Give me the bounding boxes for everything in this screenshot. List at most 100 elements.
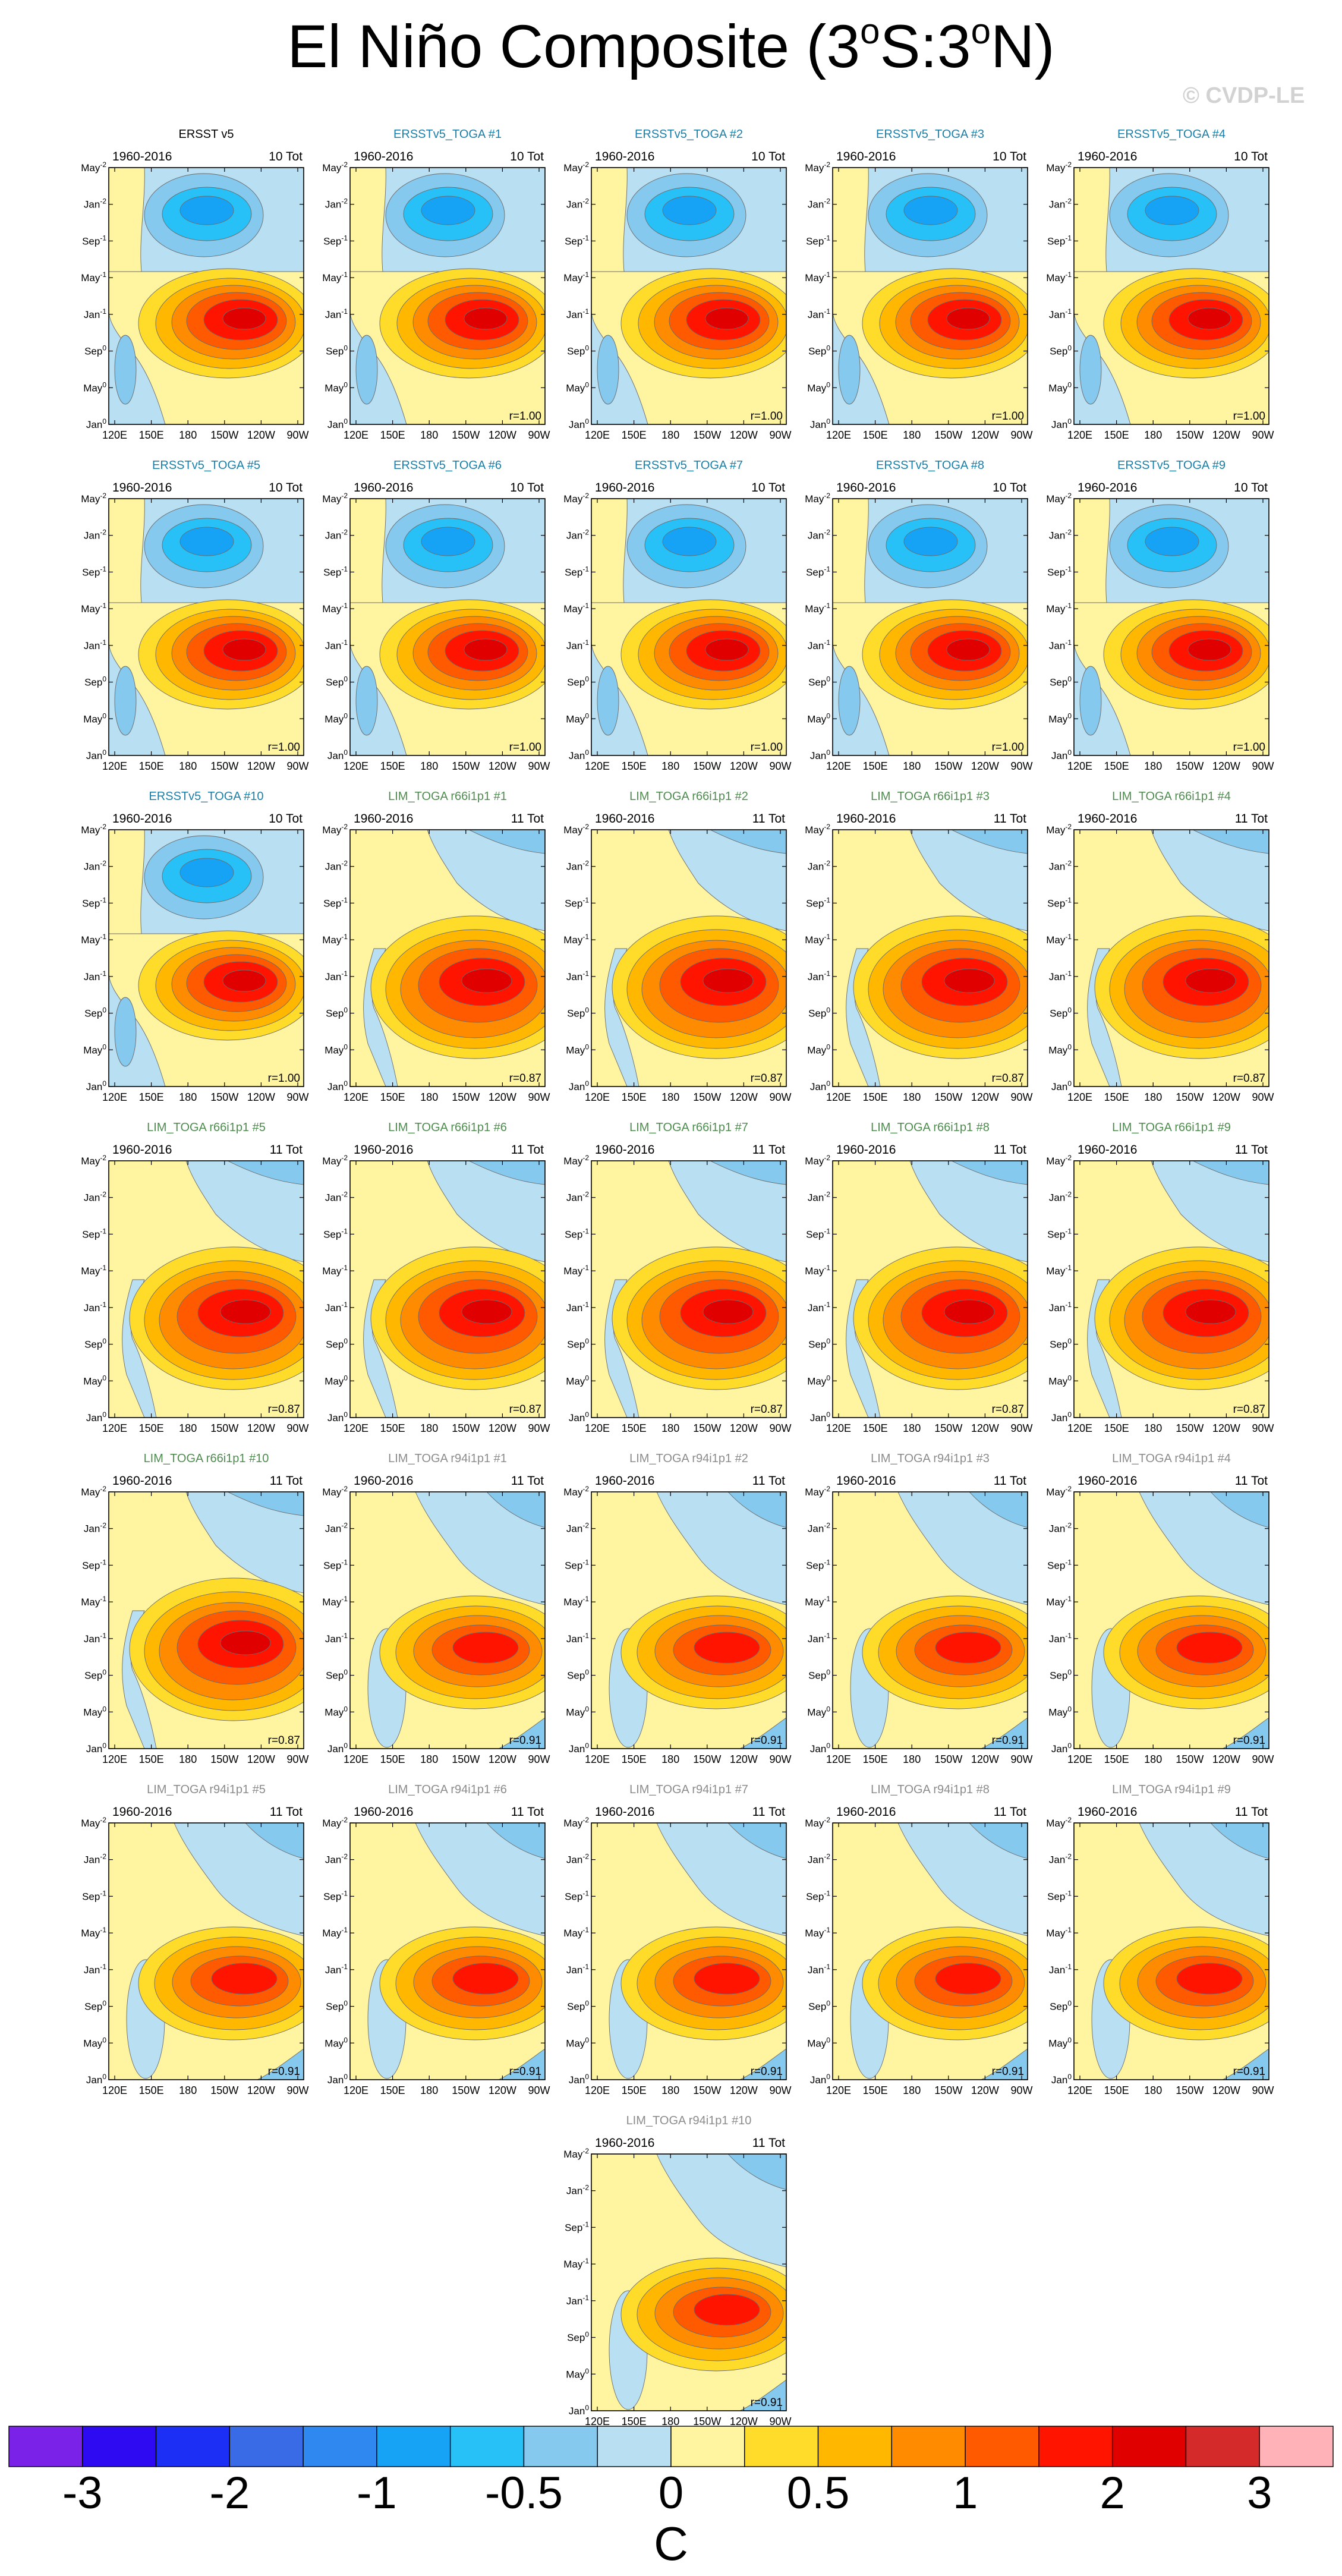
y-tick-label: Sep-1 xyxy=(82,1227,106,1240)
x-tick-label: 150W xyxy=(210,1753,238,1765)
y-tick-label: May0 xyxy=(566,1043,589,1056)
y-tick-label: Jan0 xyxy=(810,1079,830,1092)
x-tick-label: 150E xyxy=(622,760,647,772)
x-tick-label: 150E xyxy=(863,1753,888,1765)
field-contour xyxy=(222,969,266,992)
panel-period: 1960-2016 xyxy=(354,1143,413,1157)
y-tick-label: Jan-1 xyxy=(84,1300,106,1314)
y-tick-label: Jan-2 xyxy=(1049,1522,1072,1535)
x-tick-label: 150E xyxy=(139,1091,164,1103)
y-tick-label: Jan0 xyxy=(569,1410,589,1424)
panel-total: 10 Tot xyxy=(510,481,544,495)
panel-period: 1960-2016 xyxy=(595,1805,654,1819)
y-tick-label: Jan0 xyxy=(1051,2073,1072,2086)
field-contour xyxy=(946,307,990,330)
panel-frame xyxy=(108,498,304,756)
field-contour xyxy=(1187,638,1231,661)
y-tick-label: Sep-1 xyxy=(1047,1227,1072,1240)
y-tick-label: Jan-2 xyxy=(1049,528,1072,541)
x-tick-label: 90W xyxy=(769,1753,791,1765)
x-tick-label: 150W xyxy=(1176,1422,1204,1434)
panel-frame xyxy=(349,167,546,425)
y-tick-label: Jan-2 xyxy=(566,1853,589,1866)
y-tick-label: May0 xyxy=(83,1705,106,1718)
y-tick-label: May-1 xyxy=(322,1264,348,1277)
panel-24: Jan0 May0 Sep0 Jan-1 May-1 Sep-1 Jan-2 May-2 120… xyxy=(805,1452,1032,1765)
y-tick-label: Jan0 xyxy=(569,2073,589,2086)
x-tick-label: 120E xyxy=(826,1422,851,1434)
x-tick-label: 90W xyxy=(286,1091,308,1103)
x-tick-label: 180 xyxy=(1144,760,1162,772)
y-tick-label: Jan-2 xyxy=(808,1522,830,1535)
x-tick-label: 150W xyxy=(934,1422,962,1434)
panel-frame xyxy=(591,1491,787,1749)
x-tick-label: 120W xyxy=(730,760,758,772)
panel-4: Jan0 May0 Sep0 Jan-1 May-1 Sep-1 Jan-2 May-2 120… xyxy=(805,128,1032,441)
y-tick-label: Jan0 xyxy=(327,748,348,761)
field-cool-region xyxy=(1139,1823,1269,1936)
field-warm-west xyxy=(833,499,869,603)
x-tick-label: 120W xyxy=(730,1091,758,1103)
y-tick-label: Jan0 xyxy=(810,1410,830,1424)
field-contour xyxy=(355,666,378,736)
panel-correlation: r=0.87 xyxy=(509,1403,541,1416)
field-contour xyxy=(114,997,137,1067)
y-tick-label: May0 xyxy=(83,711,106,725)
field-warm-west xyxy=(833,168,869,272)
panel-title: LIM_TOGA r66i1p1 #9 xyxy=(1112,1121,1231,1134)
field-contour xyxy=(935,1963,1001,1995)
panel-title: LIM_TOGA r94i1p1 #8 xyxy=(871,1783,990,1796)
y-tick-label: May-2 xyxy=(1046,1485,1072,1498)
panel-total: 11 Tot xyxy=(1235,1474,1268,1488)
y-tick-label: May-1 xyxy=(1046,1264,1072,1277)
x-tick-label: 150W xyxy=(452,760,480,772)
x-tick-label: 150E xyxy=(1104,1753,1129,1765)
panel-frame xyxy=(1073,498,1269,756)
y-tick-label: May-2 xyxy=(563,1154,589,1167)
panel-frame xyxy=(1073,167,1269,425)
x-tick-label: 150W xyxy=(210,1091,238,1103)
panel-title: LIM_TOGA r94i1p1 #9 xyxy=(1112,1783,1231,1796)
panel-3: Jan0 May0 Sep0 Jan-1 May-1 Sep-1 Jan-2 May-2 120… xyxy=(563,128,791,441)
y-tick-label: Jan-2 xyxy=(1049,1191,1072,1204)
panel-period: 1960-2016 xyxy=(595,812,654,826)
x-tick-label: 180 xyxy=(420,1753,438,1765)
y-tick-label: Jan-2 xyxy=(808,528,830,541)
x-tick-label: 120E xyxy=(344,2084,368,2096)
y-tick-label: Jan-1 xyxy=(1049,969,1072,982)
y-tick-label: Jan-1 xyxy=(808,1300,830,1314)
panel-period: 1960-2016 xyxy=(836,1143,896,1157)
y-tick-label: Jan-2 xyxy=(325,1191,348,1204)
y-tick-label: Sep-1 xyxy=(565,896,589,909)
panel-title: LIM_TOGA r66i1p1 #4 xyxy=(1112,790,1231,803)
y-tick-label: May-2 xyxy=(81,823,106,836)
y-tick-label: Sep0 xyxy=(84,1337,106,1350)
x-tick-label: 120W xyxy=(1212,1422,1240,1434)
field-contour xyxy=(597,335,619,405)
field-contour xyxy=(452,1632,519,1664)
panel-total: 10 Tot xyxy=(269,150,303,163)
field-contour xyxy=(903,527,958,556)
field-contour xyxy=(903,196,958,225)
x-tick-label: 180 xyxy=(1144,2084,1162,2096)
panel-13: Jan0 May0 Sep0 Jan-1 May-1 Sep-1 Jan-2 May-2 120… xyxy=(563,790,791,1103)
panel-correlation: r=0.87 xyxy=(1233,1403,1265,1416)
x-tick-label: 120E xyxy=(102,2084,127,2096)
field-contour xyxy=(935,1632,1001,1664)
panel-correlation: r=0.91 xyxy=(751,2397,783,2409)
y-tick-label: Jan0 xyxy=(810,748,830,761)
y-tick-label: Sep0 xyxy=(567,1999,589,2013)
x-tick-label: 120E xyxy=(826,1091,851,1103)
panel-17: Jan0 May0 Sep0 Jan-1 May-1 Sep-1 Jan-2 May-2 120… xyxy=(322,1121,550,1434)
x-tick-label: 120E xyxy=(826,1753,851,1765)
x-tick-label: 180 xyxy=(420,1422,438,1434)
y-tick-label: Sep0 xyxy=(84,675,106,688)
field-contour xyxy=(1079,335,1102,405)
panel-title: LIM_TOGA r94i1p1 #7 xyxy=(629,1783,748,1796)
y-tick-label: Sep0 xyxy=(808,1337,830,1350)
panel-correlation: r=0.87 xyxy=(992,1403,1024,1416)
y-tick-label: Jan0 xyxy=(86,417,106,430)
y-tick-label: Jan-1 xyxy=(1049,307,1072,320)
y-tick-label: Sep-1 xyxy=(565,1889,589,1902)
field-warm-west xyxy=(109,499,145,603)
